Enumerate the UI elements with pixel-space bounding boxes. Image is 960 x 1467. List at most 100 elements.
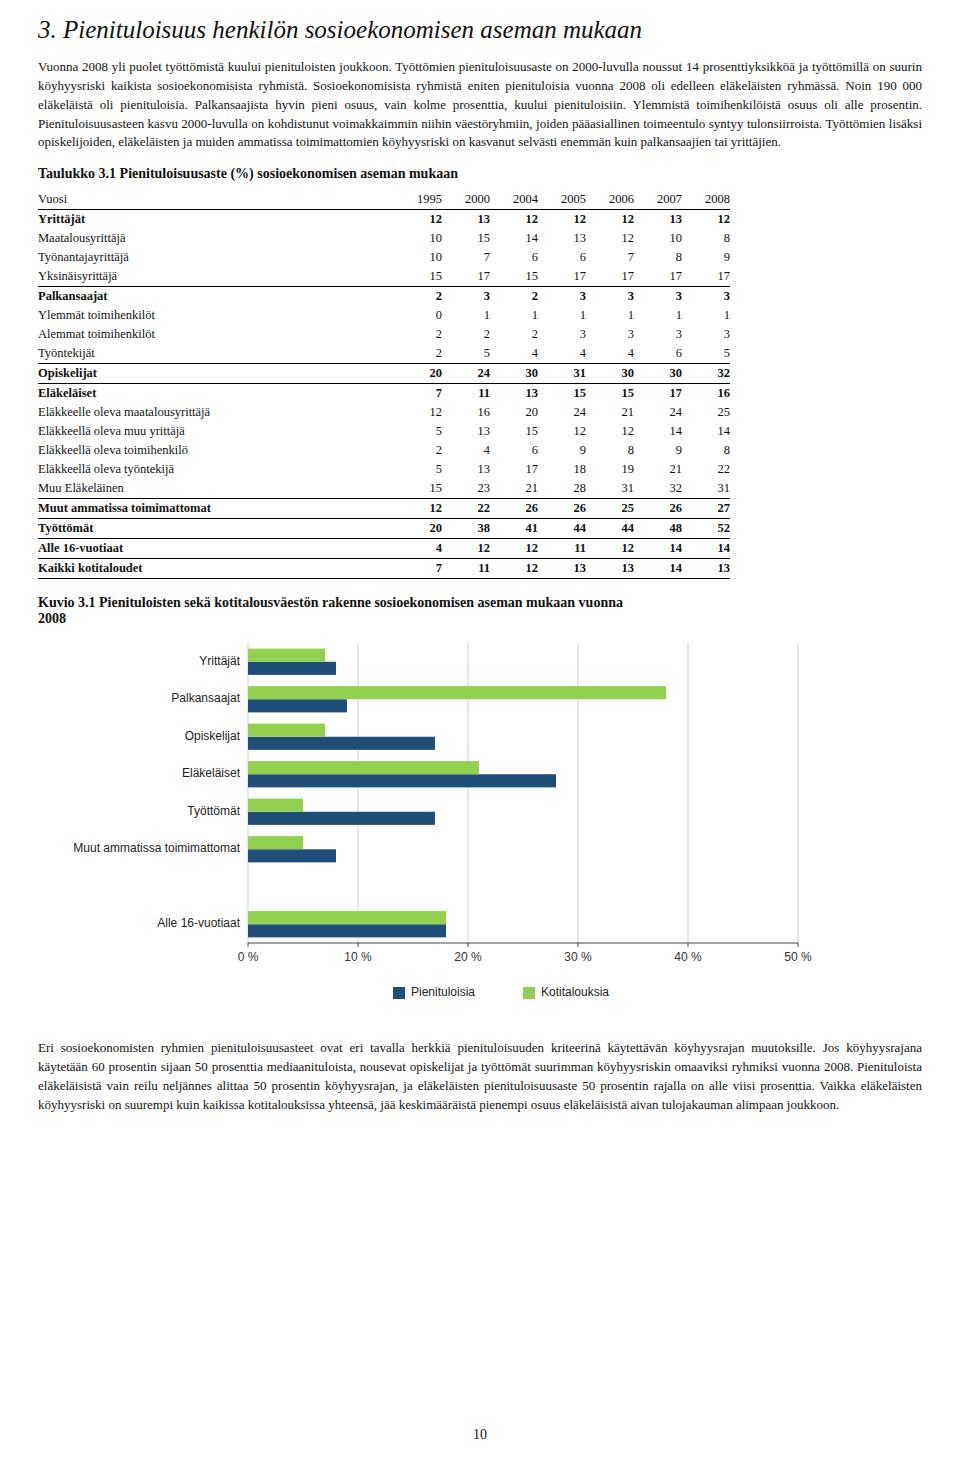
table-cell: 27 <box>682 499 730 519</box>
legend-swatch <box>393 987 405 999</box>
table-row-label: Yksinäisyrittäjä <box>38 267 394 287</box>
table-row: Eläkeläiset7111315151716 <box>38 384 730 404</box>
bar <box>248 887 249 900</box>
table-cell: 3 <box>586 325 634 344</box>
table-cell: 4 <box>490 344 538 364</box>
table-cell: 3 <box>634 287 682 307</box>
table-cell: 12 <box>538 210 586 230</box>
table-cell: 13 <box>538 559 586 579</box>
table-cell: 0 <box>394 306 442 325</box>
table-cell: 48 <box>634 519 682 539</box>
table-cell: 15 <box>394 479 442 499</box>
table-cell: 1 <box>490 306 538 325</box>
table-cell: 4 <box>586 344 634 364</box>
table-row: Yksinäisyrittäjä15171517171717 <box>38 267 730 287</box>
table-cell: 5 <box>394 422 442 441</box>
legend-label: Kotitalouksia <box>541 985 609 999</box>
x-axis: 0 %10 %20 %30 %40 %50 % <box>238 943 812 964</box>
table-row-label: Ylemmät toimihenkilöt <box>38 306 394 325</box>
table-cell: 14 <box>682 539 730 559</box>
y-tick-label: Opiskelijat <box>185 729 241 743</box>
table-header-cell: 2007 <box>634 190 682 210</box>
bar <box>248 924 446 937</box>
bar <box>248 911 446 924</box>
table-header-cell: 2008 <box>682 190 730 210</box>
table-cell: 16 <box>442 403 490 422</box>
table-row-label: Eläkkeelle oleva maatalousyrittäjä <box>38 403 394 422</box>
table-cell: 12 <box>490 210 538 230</box>
table-cell: 1 <box>586 306 634 325</box>
table-cell: 8 <box>682 441 730 460</box>
bar <box>248 774 556 787</box>
table-cell: 12 <box>586 210 634 230</box>
table-cell: 15 <box>442 229 490 248</box>
bar <box>248 849 336 862</box>
x-tick <box>358 943 359 947</box>
table-cell: 22 <box>442 499 490 519</box>
table-cell: 12 <box>394 403 442 422</box>
table-cell: 3 <box>538 325 586 344</box>
table-cell: 9 <box>682 248 730 267</box>
table-cell: 21 <box>586 403 634 422</box>
table-row-label: Työttömät <box>38 519 394 539</box>
table-cell: 2 <box>490 325 538 344</box>
table-cell: 30 <box>490 364 538 384</box>
table-cell: 11 <box>442 559 490 579</box>
table-cell: 9 <box>538 441 586 460</box>
paragraph: Vuonna 2008 yli puolet työttömistä kuulu… <box>38 58 922 152</box>
x-tick <box>798 943 799 947</box>
table-row: Kaikki kotitaloudet7111213131413 <box>38 559 730 579</box>
table-cell: 31 <box>682 479 730 499</box>
table-cell: 8 <box>634 248 682 267</box>
table-cell: 2 <box>394 344 442 364</box>
y-tick-label: Eläkeläiset <box>182 767 241 781</box>
table-cell: 4 <box>442 441 490 460</box>
table-cell: 7 <box>442 248 490 267</box>
bar <box>248 874 249 887</box>
table-cell: 1 <box>634 306 682 325</box>
table-cell: 11 <box>442 384 490 404</box>
table-cell: 13 <box>586 559 634 579</box>
table-cell: 5 <box>442 344 490 364</box>
table-cell: 1 <box>538 306 586 325</box>
table-cell: 10 <box>394 229 442 248</box>
paragraph: Eri sosioekonomisten ryhmien pienitulois… <box>38 1039 922 1114</box>
table-cell: 4 <box>394 539 442 559</box>
x-tick-label: 0 % <box>238 950 259 964</box>
table-cell: 19 <box>586 460 634 479</box>
table-row: Eläkkeelle oleva maatalousyrittäjä121620… <box>38 403 730 422</box>
table-row-label: Eläkkeellä oleva työntekijä <box>38 460 394 479</box>
table-cell: 41 <box>490 519 538 539</box>
table-cell: 26 <box>490 499 538 519</box>
table-cell: 52 <box>682 519 730 539</box>
y-tick-label: Alle 16-vuotiaat <box>157 917 240 931</box>
table-cell: 3 <box>682 287 730 307</box>
table-cell: 17 <box>634 267 682 287</box>
table-row-label: Eläkkeellä oleva muu yrittäjä <box>38 422 394 441</box>
table-row-label: Maatalousyrittäjä <box>38 229 394 248</box>
table-cell: 12 <box>490 559 538 579</box>
table-cell: 20 <box>394 519 442 539</box>
table-row: Ylemmät toimihenkilöt0111111 <box>38 306 730 325</box>
table-row: Muu Eläkeläinen15232128313231 <box>38 479 730 499</box>
table-cell: 30 <box>586 364 634 384</box>
table-cell: 8 <box>682 229 730 248</box>
table-cell: 7 <box>586 248 634 267</box>
table-row: Eläkkeellä oleva työntekijä5131718192122 <box>38 460 730 479</box>
bar <box>248 724 325 737</box>
table-cell: 14 <box>634 422 682 441</box>
x-tick-label: 20 % <box>454 950 482 964</box>
table-header-cell: 2000 <box>442 190 490 210</box>
table-cell: 28 <box>538 479 586 499</box>
bar <box>248 836 303 849</box>
table-cell: 2 <box>394 325 442 344</box>
table-cell: 5 <box>394 460 442 479</box>
table-cell: 1 <box>442 306 490 325</box>
table-cell: 17 <box>634 384 682 404</box>
table-cell: 12 <box>538 422 586 441</box>
y-tick-label: Työttömät <box>187 804 240 818</box>
table-cell: 32 <box>682 364 730 384</box>
table-cell: 13 <box>634 210 682 230</box>
table-row: Muut ammatissa toimimattomat122226262526… <box>38 499 730 519</box>
heading: 3. Pienituloisuus henkilön sosioekonomis… <box>38 16 922 44</box>
